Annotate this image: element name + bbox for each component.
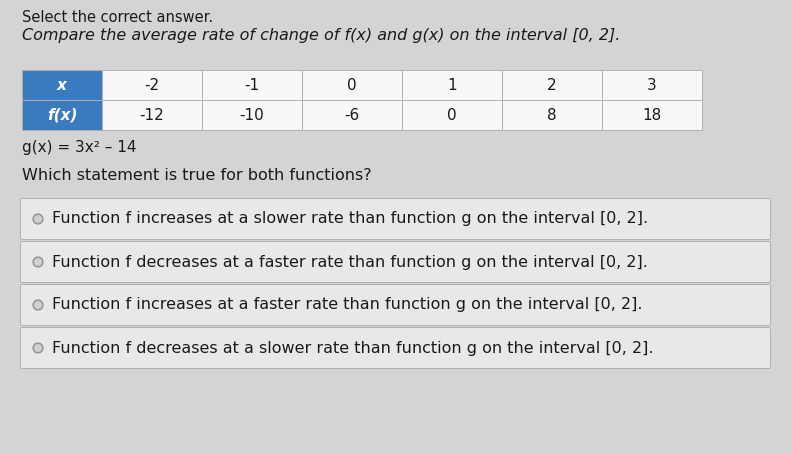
Bar <box>402 70 502 100</box>
Bar <box>302 70 402 100</box>
Bar <box>202 70 302 100</box>
Circle shape <box>35 345 41 351</box>
Text: Function f increases at a slower rate than function g on the interval [0, 2].: Function f increases at a slower rate th… <box>52 212 648 227</box>
Text: Select the correct answer.: Select the correct answer. <box>22 10 213 25</box>
Circle shape <box>35 258 41 266</box>
Text: -6: -6 <box>344 108 360 123</box>
Text: x: x <box>57 78 67 93</box>
Bar <box>202 100 302 130</box>
Text: 2: 2 <box>547 78 557 93</box>
FancyBboxPatch shape <box>21 327 770 369</box>
Text: -10: -10 <box>240 108 264 123</box>
Text: Function f increases at a faster rate than function g on the interval [0, 2].: Function f increases at a faster rate th… <box>52 297 642 312</box>
Bar <box>402 100 502 130</box>
Bar <box>502 100 602 130</box>
Circle shape <box>33 257 43 267</box>
Bar <box>22 100 102 130</box>
Circle shape <box>33 343 43 353</box>
Text: f(x): f(x) <box>47 108 78 123</box>
Text: Which statement is true for both functions?: Which statement is true for both functio… <box>22 168 372 183</box>
Text: g(x) = 3x² – 14: g(x) = 3x² – 14 <box>22 140 137 155</box>
FancyBboxPatch shape <box>21 198 770 240</box>
Text: -1: -1 <box>244 78 259 93</box>
FancyBboxPatch shape <box>21 285 770 326</box>
Bar <box>102 70 202 100</box>
FancyBboxPatch shape <box>21 242 770 282</box>
Text: 1: 1 <box>447 78 457 93</box>
Circle shape <box>33 214 43 224</box>
Circle shape <box>35 216 41 222</box>
Text: 8: 8 <box>547 108 557 123</box>
Text: Compare the average rate of change of f(x) and g(x) on the interval [0, 2].: Compare the average rate of change of f(… <box>22 28 620 43</box>
Text: -2: -2 <box>145 78 160 93</box>
Bar <box>602 100 702 130</box>
Text: 0: 0 <box>447 108 457 123</box>
Text: 3: 3 <box>647 78 657 93</box>
Bar <box>22 70 102 100</box>
Text: Function f decreases at a slower rate than function g on the interval [0, 2].: Function f decreases at a slower rate th… <box>52 340 653 355</box>
Text: 18: 18 <box>642 108 661 123</box>
Bar <box>302 100 402 130</box>
Text: -12: -12 <box>140 108 165 123</box>
Bar <box>102 100 202 130</box>
Bar <box>602 70 702 100</box>
Text: 0: 0 <box>347 78 357 93</box>
Text: Function f decreases at a faster rate than function g on the interval [0, 2].: Function f decreases at a faster rate th… <box>52 255 648 270</box>
Bar <box>502 70 602 100</box>
Circle shape <box>33 300 43 310</box>
Circle shape <box>35 301 41 309</box>
